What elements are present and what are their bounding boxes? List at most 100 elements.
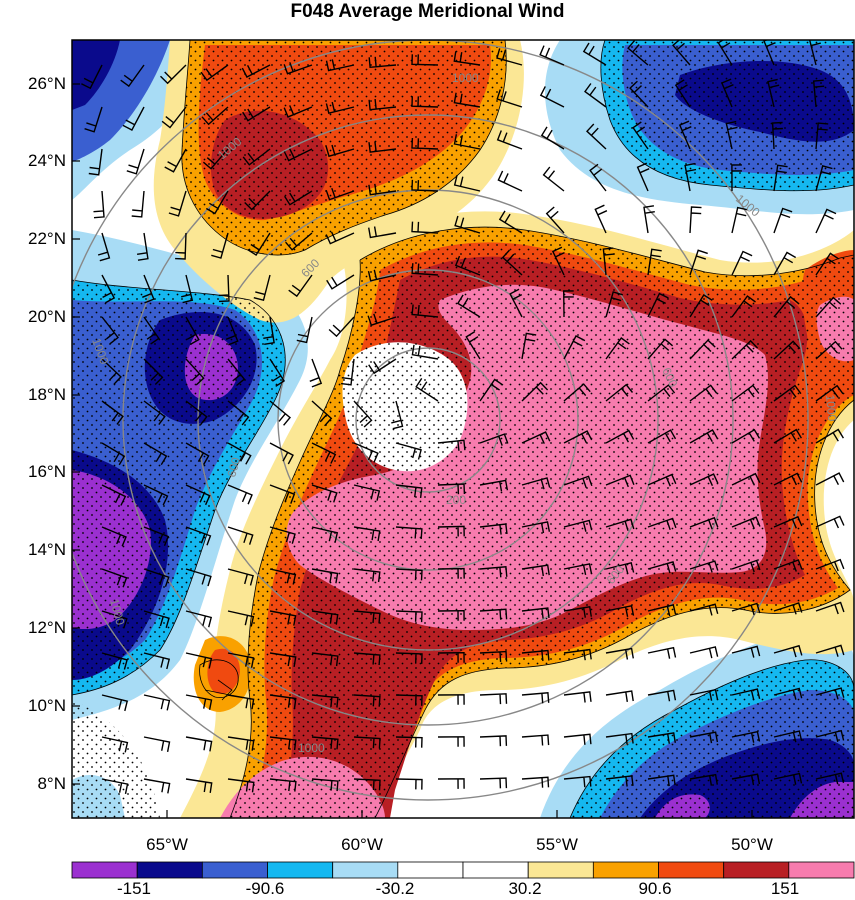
- wind-barb: [437, 439, 466, 451]
- colorbar-label: 30.2: [508, 879, 542, 898]
- wind-barb: [479, 433, 509, 446]
- wind-barb: [647, 732, 676, 744]
- wind-barb: [731, 339, 759, 360]
- wind-barb: [437, 694, 465, 705]
- wind-barb: [201, 106, 229, 126]
- wind-barb: [689, 294, 713, 318]
- wind-barbs: [81, 40, 845, 795]
- wind-barb: [731, 516, 761, 530]
- wind-barb: [395, 568, 423, 581]
- wind-barb: [437, 778, 465, 789]
- wind-barb: [411, 221, 439, 234]
- wind-barb: [411, 304, 439, 318]
- wind-barb: [689, 516, 719, 530]
- wind-barb: [773, 772, 803, 785]
- wind-barb: [311, 694, 339, 708]
- lat-label: 24°N: [28, 151, 66, 170]
- wind-barb: [815, 296, 842, 318]
- wind-barb: [227, 358, 246, 387]
- wind-barb: [311, 526, 339, 543]
- wind-barb: [731, 730, 761, 743]
- wind-barb: [325, 231, 355, 245]
- wind-barb: [269, 358, 286, 387]
- wind-barb: [589, 163, 607, 192]
- wind-barb: [636, 162, 650, 192]
- wind-barb: [411, 137, 439, 150]
- wind-barb: [437, 567, 465, 579]
- wind-barb: [395, 778, 423, 790]
- wind-barb: [143, 778, 171, 794]
- wind-barb: [93, 190, 105, 219]
- lat-label: 16°N: [28, 462, 66, 481]
- wind-barb: [815, 687, 845, 700]
- radius-label: 1000: [107, 597, 128, 627]
- wind-barb: [311, 400, 333, 427]
- wind-barb: [563, 648, 592, 661]
- wind-barb: [185, 358, 205, 386]
- wind-barb: [142, 274, 155, 304]
- colorbar-swatch: [267, 861, 334, 879]
- wind-barb: [815, 340, 843, 360]
- wind-barb: [227, 694, 255, 710]
- wind-barb: [84, 106, 103, 133]
- wind-barb: [689, 473, 719, 486]
- wind-barb: [678, 120, 692, 150]
- wind-barb: [227, 736, 255, 751]
- wind-barb: [143, 400, 166, 426]
- wind-barb: [773, 559, 803, 572]
- wind-barb: [143, 610, 170, 628]
- wind-barb: [101, 568, 128, 588]
- wind-barb: [227, 610, 255, 627]
- wind-barb: [353, 484, 381, 501]
- wind-barb: [247, 232, 271, 256]
- wind-barb: [185, 736, 213, 752]
- wind-barb: [496, 89, 523, 108]
- wind-barb: [605, 604, 635, 617]
- wind-barb: [101, 274, 116, 304]
- wind-barb: [563, 605, 592, 618]
- wind-barb: [311, 568, 339, 584]
- wind-barb: [731, 206, 748, 234]
- wind-barb: [773, 602, 803, 615]
- wind-barb: [269, 610, 297, 626]
- wind-barb: [311, 442, 337, 464]
- wind-barb: [521, 332, 537, 360]
- wind-barb: [185, 568, 212, 587]
- wind-barb: [454, 255, 481, 276]
- wind-barb: [395, 442, 422, 460]
- wind-barb: [815, 122, 829, 150]
- wind-barb: [731, 559, 761, 573]
- stipple-north: [181, 40, 507, 255]
- wind-barb: [763, 40, 776, 66]
- wind-barb: [773, 340, 801, 360]
- wind-barb: [689, 603, 719, 616]
- wind-barb: [815, 428, 844, 444]
- wind-barb: [126, 148, 145, 175]
- wind-barb: [325, 187, 355, 201]
- wind-barb: [227, 652, 255, 668]
- radius-label: 1000: [452, 71, 479, 85]
- wind-barb: [521, 734, 550, 746]
- wind-barb: [689, 560, 719, 573]
- wind-barb: [227, 778, 255, 793]
- wind-barb: [185, 442, 210, 465]
- wind-barb: [368, 99, 397, 111]
- wind-barb: [269, 526, 296, 544]
- wind-barb: [689, 646, 719, 659]
- wind-barb: [242, 148, 271, 166]
- wind-barb: [773, 730, 803, 743]
- wind-barb: [168, 190, 187, 217]
- wind-barb: [773, 295, 799, 318]
- wind-barb: [143, 568, 170, 587]
- wind-barb: [647, 689, 677, 702]
- wind-barb: [269, 652, 297, 668]
- wind-barb: [479, 479, 509, 492]
- wind-barb: [815, 515, 845, 529]
- wind-barb: [815, 165, 833, 192]
- wind-barb: [143, 526, 170, 547]
- plot-frame: [71, 39, 855, 819]
- colorbar-swatch: [71, 861, 138, 879]
- wind-barb: [496, 48, 523, 66]
- wind-barb: [509, 288, 523, 318]
- wind-barb: [647, 248, 662, 276]
